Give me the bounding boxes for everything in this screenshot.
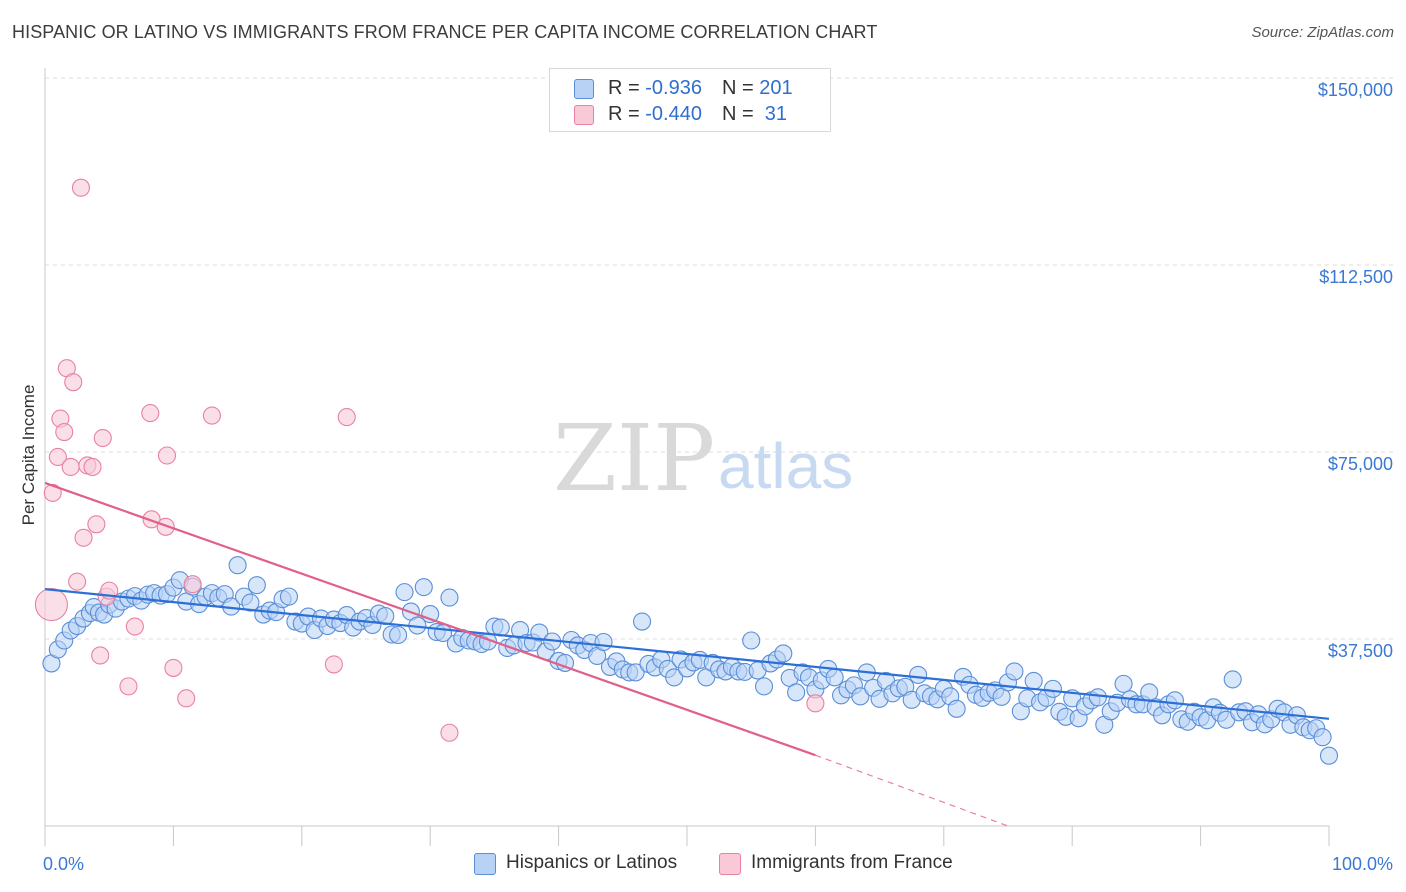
data-point-france <box>177 689 196 708</box>
watermark: ZIP atlas <box>553 405 853 512</box>
data-point-hispanics <box>1319 746 1339 765</box>
data-point-france <box>142 510 161 529</box>
data-point-france <box>440 723 459 742</box>
legend-row-france: R = -0.440 N = 31 <box>574 103 787 127</box>
data-point-hispanics <box>530 623 549 642</box>
data-point-france <box>71 178 91 197</box>
chart-title: HISPANIC OR LATINO VS IMMIGRANTS FROM FR… <box>12 22 878 42</box>
data-point-hispanics <box>1223 670 1242 689</box>
data-point-france <box>61 457 80 477</box>
x-tick-labels: 0.0% 100.0% <box>43 854 1393 874</box>
data-point-hispanics <box>1005 662 1024 681</box>
series-hispanics-points <box>42 556 1339 765</box>
data-point-hispanics <box>1088 688 1107 707</box>
data-point-france <box>43 483 62 502</box>
legend-n-label: N = <box>721 103 760 125</box>
data-point-france <box>34 588 68 622</box>
trend-line-france-extension <box>815 754 1009 827</box>
data-point-france <box>68 572 87 591</box>
data-point-hispanics <box>1165 691 1184 710</box>
data-point-hispanics <box>594 632 613 652</box>
legend-n-label: N = <box>721 77 760 99</box>
data-point-france <box>87 515 106 534</box>
data-point-hispanics <box>665 668 684 687</box>
data-point-hispanics <box>414 578 433 597</box>
data-point-hispanics <box>909 665 928 684</box>
trend-line-france <box>44 481 816 757</box>
legend-n-value: 31 <box>759 103 788 125</box>
legend-r-value: -0.936 <box>645 77 702 99</box>
legend-row-hispanics: R = -0.936 N = 201 <box>574 77 793 101</box>
data-point-france <box>48 447 67 467</box>
data-point-france <box>337 408 356 427</box>
y-tick-labels: $37,500 $75,000 $112,500 $150,000 <box>1318 80 1393 661</box>
data-point-hispanics <box>395 583 414 602</box>
watermark-atlas: atlas <box>718 430 853 502</box>
data-point-france <box>324 655 343 674</box>
data-point-france <box>141 404 160 423</box>
data-point-france <box>202 406 221 425</box>
legend-r-label: R = <box>608 103 646 125</box>
x-tick-label: 0.0% <box>43 854 84 874</box>
legend-swatch-blue <box>574 79 594 99</box>
y-tick-label: $75,000 <box>1328 454 1393 474</box>
data-point-hispanics <box>279 587 299 606</box>
data-point-hispanics <box>1043 679 1062 698</box>
trend-lines <box>44 481 1330 827</box>
data-point-france <box>806 694 825 713</box>
data-point-hispanics <box>1024 671 1043 690</box>
x-tick-label: 100.0% <box>1332 854 1393 874</box>
data-point-hispanics <box>1114 674 1133 693</box>
data-point-hispanics <box>389 625 408 645</box>
data-point-france <box>91 646 110 665</box>
data-point-france <box>119 677 138 696</box>
data-point-hispanics <box>241 593 260 612</box>
legend-label-france: Immigrants from France <box>751 852 953 873</box>
data-point-france <box>55 423 74 442</box>
legend-swatch-pink <box>574 105 594 125</box>
data-point-hispanics <box>947 699 966 718</box>
y-tick-label: $37,500 <box>1328 641 1393 661</box>
y-axis-label: Per Capita Income <box>19 385 38 526</box>
data-point-hispanics <box>633 612 652 631</box>
legend-item-france: Immigrants from France <box>719 850 979 878</box>
data-point-hispanics <box>774 644 793 663</box>
legend-r-label: R = <box>608 77 646 99</box>
data-point-france <box>74 528 93 547</box>
data-point-hispanics <box>440 588 459 607</box>
data-point-hispanics <box>626 663 645 682</box>
data-point-france <box>157 446 177 465</box>
data-point-france <box>83 457 102 477</box>
legend-n-value: 201 <box>759 77 793 99</box>
data-point-hispanics <box>787 683 806 702</box>
legend-swatch-hispanics <box>474 853 496 875</box>
stats-legend: R = -0.936 N = 201 R = -0.440 N = 31 <box>549 68 831 132</box>
data-point-france <box>125 617 144 636</box>
legend-label-hispanics: Hispanics or Latinos <box>506 852 678 873</box>
data-point-france <box>156 517 175 536</box>
chart-source: Source: ZipAtlas.com <box>1251 24 1394 41</box>
legend-r-value: -0.440 <box>645 103 702 125</box>
legend-swatch-france <box>719 853 741 875</box>
data-point-hispanics <box>742 631 761 650</box>
legend-item-hispanics: Hispanics or Latinos <box>474 850 704 878</box>
trend-line-hispanics <box>44 588 1330 720</box>
data-point-hispanics <box>851 687 870 706</box>
data-point-hispanics <box>825 668 844 687</box>
data-point-france <box>164 658 183 677</box>
data-point-hispanics <box>247 576 266 595</box>
data-point-france <box>93 428 112 448</box>
data-point-hispanics <box>754 677 774 696</box>
data-point-france <box>183 575 202 594</box>
axes <box>44 68 1330 846</box>
series-france-points <box>34 178 825 742</box>
watermark-zip: ZIP <box>553 405 715 512</box>
data-point-hispanics <box>228 556 247 575</box>
data-point-france <box>64 373 83 392</box>
y-tick-label: $112,500 <box>1319 267 1393 287</box>
data-point-hispanics <box>1313 728 1332 747</box>
y-tick-label: $150,000 <box>1318 80 1393 100</box>
